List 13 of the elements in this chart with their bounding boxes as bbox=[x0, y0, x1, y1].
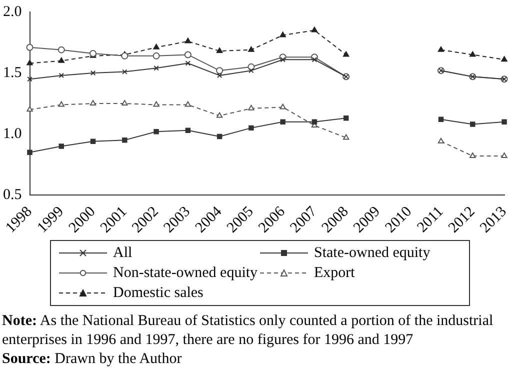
legend-label: Non-state-owned equity bbox=[113, 264, 258, 282]
legend-label: Export bbox=[314, 264, 355, 282]
y-tick-label: 1.0 bbox=[3, 126, 22, 142]
y-tick-label: 0.5 bbox=[3, 186, 22, 203]
y-tick-label: 2.0 bbox=[3, 4, 22, 20]
text: Note: As the National Bureau of Statistics only counted a portion of the industrial enterprises in 1996 and 1997, there are no figures for 1996 and 1997 bbox=[2, 313, 494, 348]
legend-label: Domestic sales bbox=[113, 284, 204, 302]
legend-label: State-owned equity bbox=[314, 244, 430, 262]
x-tick-label: 2011 bbox=[414, 204, 447, 236]
legend-label: All bbox=[113, 244, 132, 262]
x-tick-label: 1999 bbox=[34, 204, 67, 236]
source-note: Source: Drawn by the Author bbox=[2, 351, 182, 367]
y-tick-label: 1.5 bbox=[3, 64, 22, 81]
